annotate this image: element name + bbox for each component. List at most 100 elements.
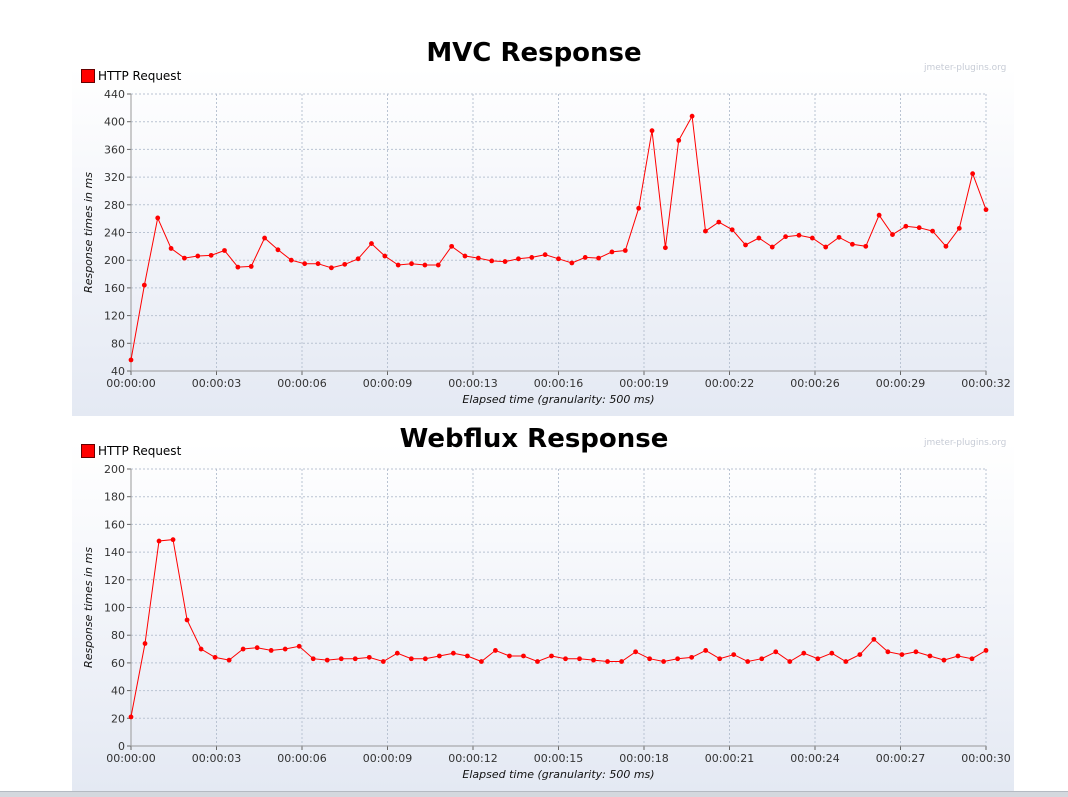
webflux-xtick-label: 00:00:30 [961,752,1010,765]
mvc-data-point [502,259,508,264]
webflux-data-point [282,646,288,652]
mvc-data-point [275,247,281,253]
webflux-xtick-label: 00:00:15 [534,752,583,765]
webflux-xtick-label: 00:00:21 [705,752,754,765]
mvc-data-point [569,260,575,266]
webflux-data-point [464,653,470,659]
mvc-data-point [756,235,762,241]
webflux-data-point [955,653,961,659]
webflux-data-point [549,653,554,659]
mvc-data-point [916,225,922,231]
webflux-data-point [759,656,765,662]
webflux-data-point [128,714,134,720]
webflux-data-point [394,650,400,656]
mvc-data-point [796,232,802,238]
mvc-data-point [222,248,227,253]
mvc-data-point [649,128,655,134]
webflux-ytick-label: 0 [118,740,125,753]
mvc-legend-label: HTTP Request [98,69,182,83]
webflux-data-point [479,659,484,664]
mvc-xtick-label: 00:00:32 [961,377,1010,390]
webflux-data-point [857,652,863,657]
webflux-xtick-label: 00:00:27 [876,752,925,765]
webflux-data-point [507,653,512,659]
mvc-data-point [248,264,254,269]
webflux-data-point [829,650,835,656]
webflux-data-point [352,656,358,662]
webflux-data-point [408,656,414,662]
webflux-data-point [703,648,709,653]
webflux-watermark: jmeter-plugins.org [924,438,1007,448]
webflux-data-point [899,652,905,657]
mvc-data-point [823,244,829,250]
webflux-data-point [927,653,933,659]
webflux-chart-panel [72,443,1014,791]
status-bar [0,791,1068,797]
mvc-data-point [395,262,401,268]
webflux-ytick-label: 160 [104,518,125,531]
webflux-y-axis-label: Response times in ms [82,547,95,668]
mvc-data-point [676,137,682,143]
webflux-ytick-label: 80 [111,629,125,642]
webflux-data-point [240,646,246,652]
webflux-ytick-label: 40 [111,685,125,698]
webflux-data-point [941,657,947,663]
webflux-data-point [969,656,975,662]
mvc-data-point [890,232,895,237]
webflux-data-point [338,656,344,662]
mvc-data-point [556,256,561,262]
mvc-xtick-label: 00:00:29 [876,377,925,390]
mvc-data-point [703,228,708,234]
webflux-legend: HTTP Request [81,444,181,458]
mvc-data-point [596,255,601,261]
mvc-data-point [689,113,695,119]
webflux-data-point [493,648,498,653]
mvc-data-point [475,255,481,261]
webflux-data-point [198,646,204,652]
mvc-data-point [743,242,748,248]
webflux-data-point [310,656,316,662]
webflux-ytick-label: 60 [111,657,125,670]
mvc-data-point [529,255,535,260]
mvc-data-point [636,205,642,211]
mvc-data-point [168,246,174,251]
mvc-data-point [288,257,294,263]
webflux-legend-label: HTTP Request [98,444,182,458]
mvc-x-axis-label: Elapsed time (granularity: 500 ms) [462,393,654,406]
mvc-data-point [235,264,241,270]
webflux-xtick-label: 00:00:00 [106,752,155,765]
webflux-data-point [843,659,849,664]
mvc-data-point [622,248,628,253]
webflux-data-point [675,656,681,662]
mvc-chart-title: MVC Response [426,38,642,68]
mvc-data-point [302,261,308,267]
webflux-xtick-label: 00:00:06 [277,752,326,765]
mvc-data-point [716,219,722,225]
mvc-data-point [462,253,468,259]
mvc-xtick-label: 00:00:16 [534,377,583,390]
mvc-data-point [195,253,201,259]
webflux-ytick-label: 140 [104,546,125,559]
webflux-chart-title: Webflux Response [399,424,669,454]
webflux-data-point [815,656,821,662]
mvc-legend-swatch [81,69,95,83]
mvc-data-point [863,243,869,249]
webflux-data-point [647,656,653,662]
webflux-data-point [619,659,624,664]
webflux-data-point [661,659,667,664]
webflux-data-point [773,649,779,655]
mvc-ytick-label: 160 [104,282,125,295]
webflux-ytick-label: 120 [104,574,125,587]
mvc-ytick-label: 120 [104,310,125,323]
mvc-data-point [662,245,668,251]
webflux-data-point [871,636,877,642]
webflux-xtick-label: 00:00:12 [448,752,497,765]
webflux-xtick-label: 00:00:09 [363,752,412,765]
webflux-data-point [885,649,891,655]
mvc-data-point [315,261,321,267]
mvc-data-point [970,171,976,177]
mvc-data-point [542,252,548,258]
webflux-data-point [577,656,582,662]
mvc-data-point [449,243,455,249]
